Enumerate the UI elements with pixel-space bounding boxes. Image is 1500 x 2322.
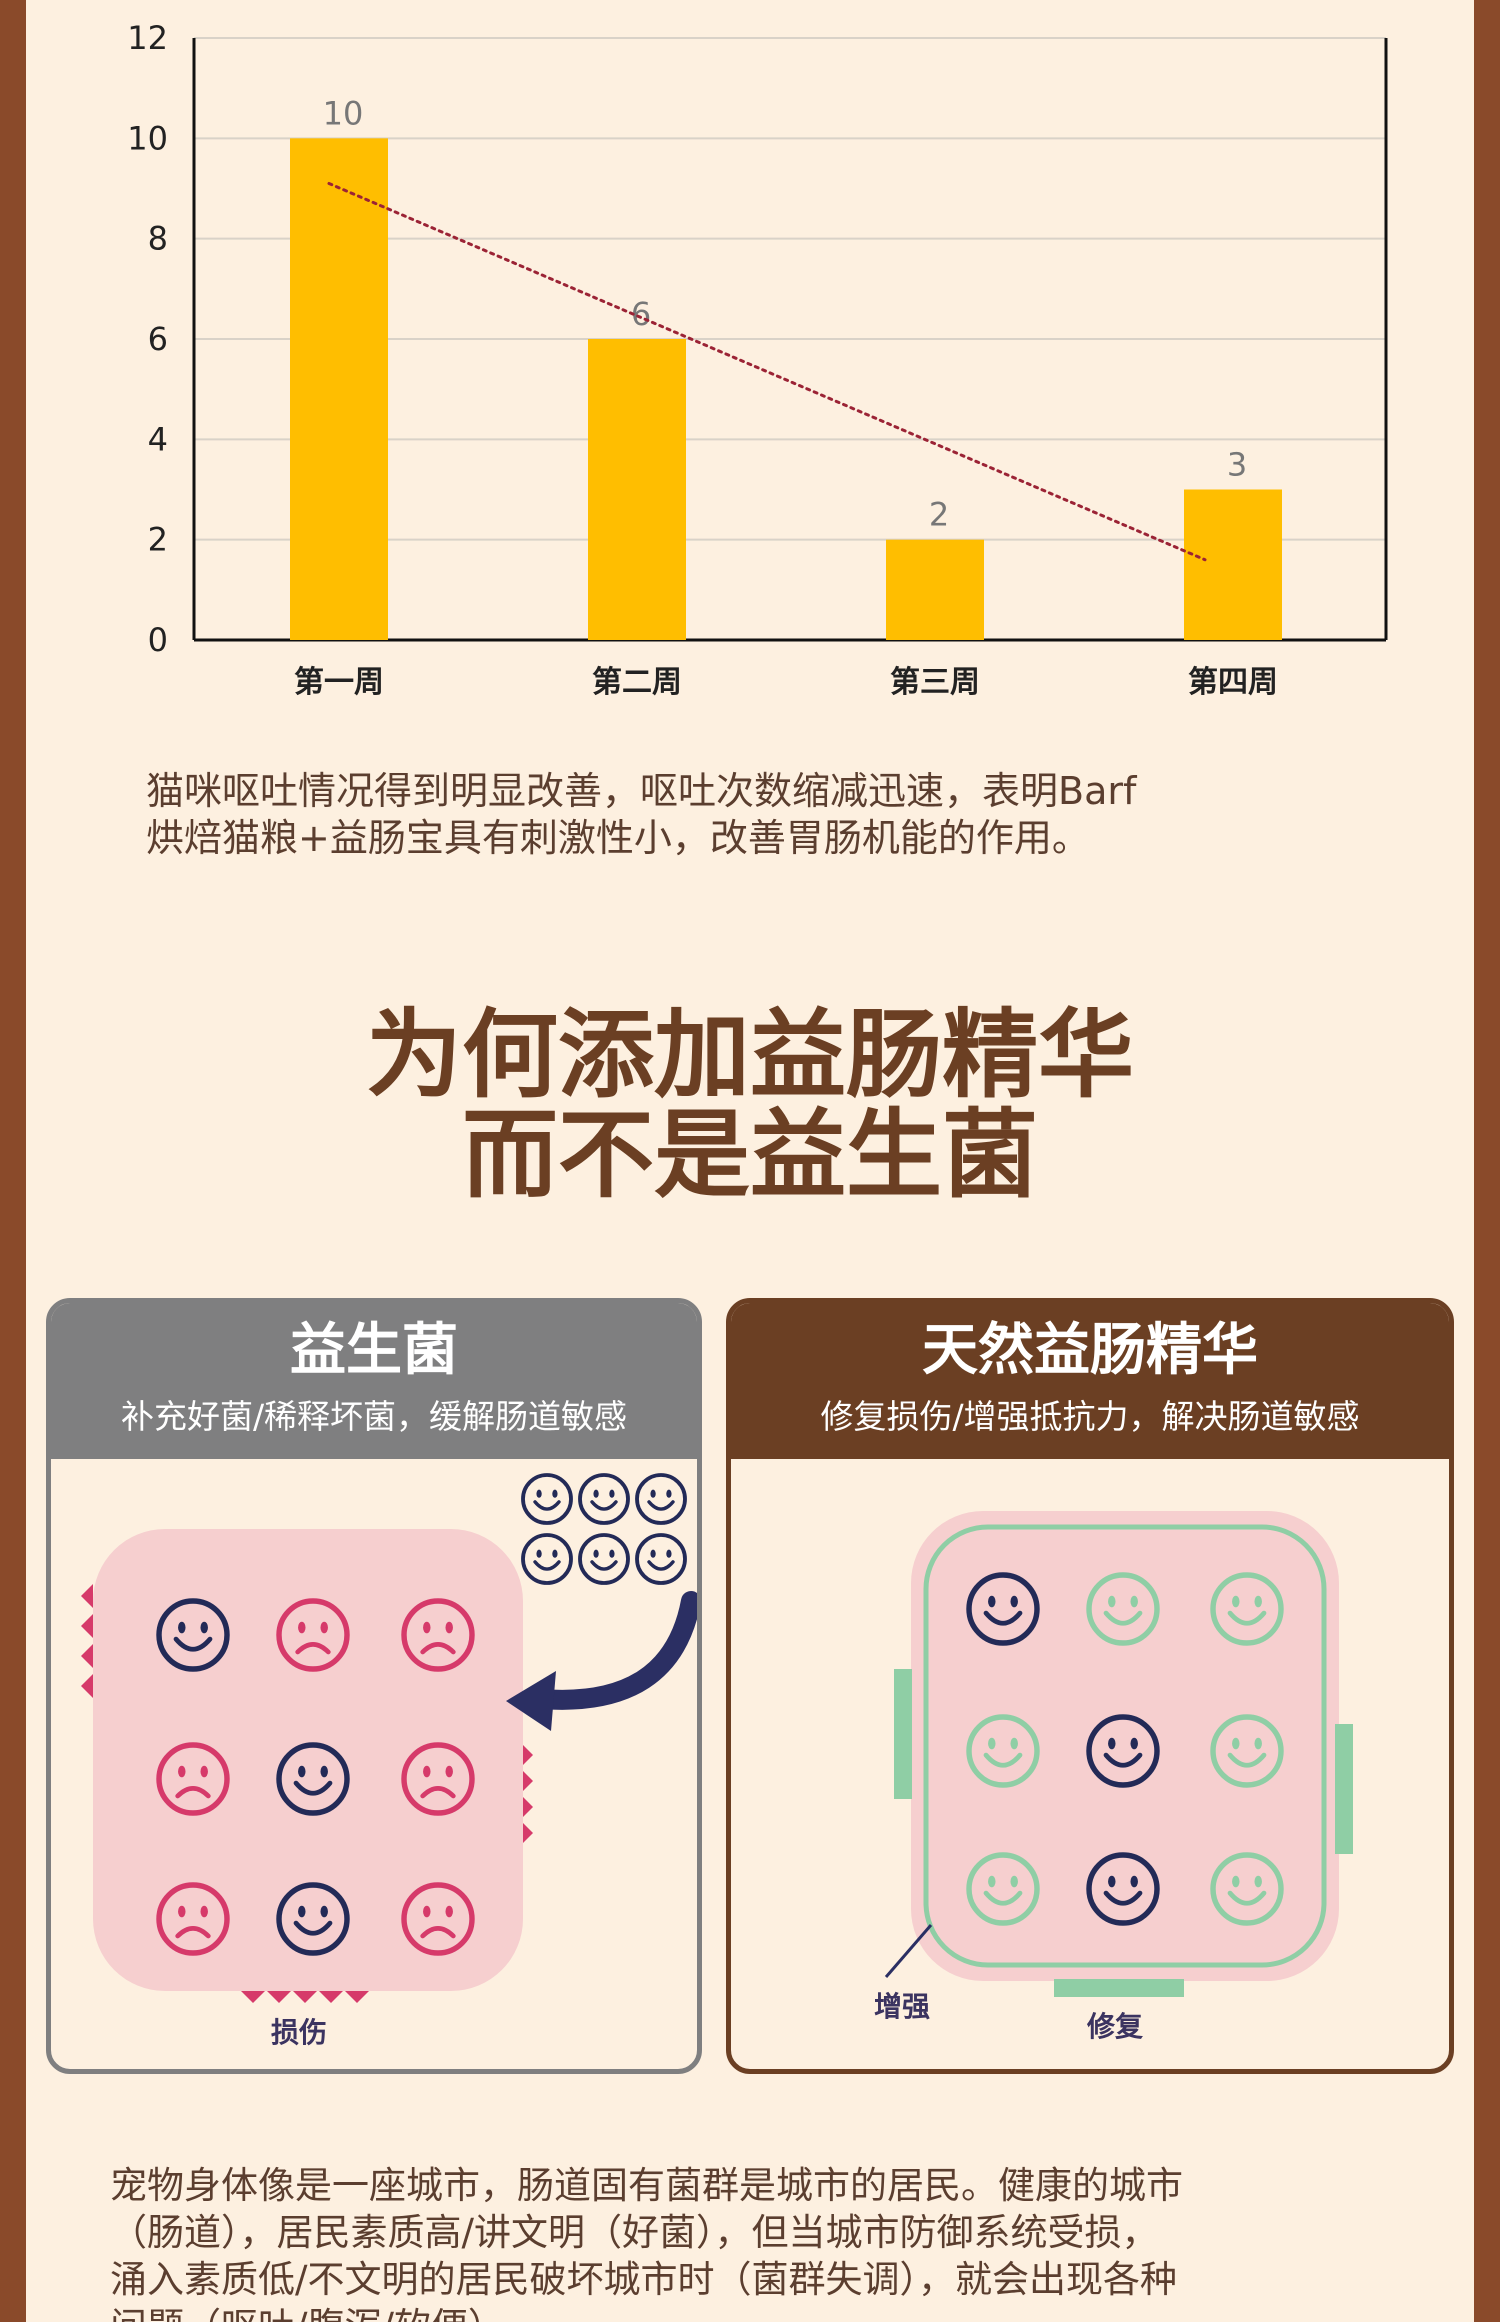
incoming-bacteria-icon xyxy=(578,1473,630,1525)
smiley-face-icon xyxy=(156,1598,230,1672)
caption-line-1: 猫咪呕吐情况得到明显改善，呕吐次数缩减迅速，表明Barf xyxy=(146,769,1137,813)
intestine-block xyxy=(911,1511,1339,1981)
data-label: 6 xyxy=(631,295,651,333)
footer-paragraph: 宠物身体像是一座城市，肠道固有菌群是城市的居民。健康的城市 （肠道），居民素质高… xyxy=(110,2162,1410,2322)
smiley-face-icon xyxy=(1086,1714,1160,1788)
damage-spike xyxy=(523,1823,533,1843)
repair-patch xyxy=(1054,1979,1184,1997)
sad-face-icon xyxy=(401,1882,475,1956)
probiotics-panel: 益生菌 补充好菌/稀释坏菌，缓解肠道敏感 损伤 xyxy=(46,1298,702,2074)
probiotics-illustration xyxy=(81,1473,697,2003)
bar-chart: 0 2 4 6 8 10 12 10 第一周 6 第二周 2 第三周 3 第四周 xyxy=(127,19,1388,700)
smiley-face-icon xyxy=(1210,1714,1284,1788)
repair-label: 修复 xyxy=(1087,2010,1144,2043)
section-heading-line-1: 为何添加益肠精华 xyxy=(366,999,1134,1111)
smiley-face-icon xyxy=(966,1572,1040,1646)
footer-line-1: 宠物身体像是一座城市，肠道固有菌群是城市的居民。健康的城市 xyxy=(110,2164,1183,2207)
sad-face-icon xyxy=(276,1598,350,1672)
x-tick-label: 第二周 xyxy=(592,665,682,700)
arrow-head-icon xyxy=(506,1671,556,1731)
damage-spike xyxy=(523,1771,533,1791)
probiotics-title: 益生菌 xyxy=(290,1318,458,1383)
natural-essence-subtitle: 修复损伤/增强抵抗力，解决肠道敏感 xyxy=(820,1397,1360,1436)
intestine-block xyxy=(93,1529,523,1991)
damage-label: 损伤 xyxy=(271,2016,328,2049)
repair-patch xyxy=(1335,1724,1353,1854)
damage-spike xyxy=(523,1797,533,1817)
incoming-bacteria-icon xyxy=(521,1533,573,1585)
y-tick-label: 4 xyxy=(148,420,168,458)
y-tick-label: 8 xyxy=(148,220,168,258)
y-tick-label: 2 xyxy=(148,521,168,559)
trendline xyxy=(327,181,1207,562)
data-label: 3 xyxy=(1227,446,1247,484)
enhance-pointer xyxy=(884,1924,933,1978)
incoming-bacteria-icon xyxy=(521,1473,573,1525)
natural-essence-title: 天然益肠精华 xyxy=(922,1318,1258,1383)
smiley-face-icon xyxy=(966,1714,1040,1788)
x-tick-label: 第四周 xyxy=(1188,665,1278,700)
page: 0 2 4 6 8 10 12 10 第一周 6 第二周 2 第三周 3 第四周 猫咪呕吐情况得到明显改善，… xyxy=(26,0,1474,2322)
x-tick-label: 第一周 xyxy=(294,665,384,700)
natural-essence-illustration xyxy=(884,1511,1353,1997)
incoming-bacteria-icon xyxy=(635,1473,687,1525)
bar xyxy=(886,539,984,640)
data-label: 10 xyxy=(323,94,364,132)
data-label: 2 xyxy=(929,496,949,534)
y-tick-label: 0 xyxy=(148,621,168,659)
chart-caption: 猫咪呕吐情况得到明显改善，呕吐次数缩减迅速，表明Barf 烘焙猫粮+益肠宝具有刺… xyxy=(146,768,1136,862)
smiley-face-icon xyxy=(1210,1572,1284,1646)
damage-spike xyxy=(81,1614,93,1638)
smiley-face-icon xyxy=(1086,1852,1160,1926)
sad-face-icon xyxy=(156,1882,230,1956)
footer-line-4: 问题（呕吐/腹泻/软便） xyxy=(110,2303,1410,2322)
protective-barrier xyxy=(923,1524,1327,1968)
smiley-face-icon xyxy=(276,1882,350,1956)
footer-line-3: 涌入素质低/不文明的居民破坏城市时（菌群失调），就会出现各种 xyxy=(110,2258,1177,2301)
damage-spike xyxy=(345,1991,369,2003)
damage-spike xyxy=(81,1584,93,1608)
damage-spike xyxy=(241,1991,265,2003)
enhance-label: 增强 xyxy=(874,1990,931,2023)
natural-essence-panel-header: 天然益肠精华 修复损伤/增强抵抗力，解决肠道敏感 xyxy=(731,1303,1449,1459)
y-tick-label: 6 xyxy=(148,320,168,358)
smiley-face-icon xyxy=(1086,1572,1160,1646)
sad-face-icon xyxy=(156,1742,230,1816)
sad-face-icon xyxy=(401,1598,475,1672)
incoming-bacteria-icon xyxy=(578,1533,630,1585)
smiley-face-icon xyxy=(276,1742,350,1816)
damage-spike xyxy=(81,1644,93,1668)
smiley-face-icon xyxy=(966,1852,1040,1926)
bar xyxy=(588,339,686,640)
footer-line-2: （肠道），居民素质高/讲文明（好菌），但当城市防御系统受损， xyxy=(110,2211,1159,2254)
damage-spike xyxy=(267,1991,291,2003)
y-tick-label: 12 xyxy=(127,19,168,57)
sad-face-icon xyxy=(401,1742,475,1816)
damage-spike xyxy=(523,1745,533,1765)
caption-line-2: 烘焙猫粮+益肠宝具有刺激性小，改善胃肠机能的作用。 xyxy=(146,816,1090,860)
damage-spike xyxy=(319,1991,343,2003)
incoming-bacteria-icon xyxy=(635,1533,687,1585)
arrow-icon xyxy=(531,1591,697,1710)
probiotics-subtitle: 补充好菌/稀释坏菌，缓解肠道敏感 xyxy=(120,1397,628,1436)
bar xyxy=(1184,489,1282,640)
probiotics-panel-header: 益生菌 补充好菌/稀释坏菌，缓解肠道敏感 xyxy=(51,1303,697,1459)
section-heading-line-2: 而不是益生菌 xyxy=(462,1099,1038,1211)
smiley-face-icon xyxy=(1210,1852,1284,1926)
natural-essence-panel: 天然益肠精华 修复损伤/增强抵抗力，解决肠道敏感 增强 修复 xyxy=(726,1298,1454,2074)
x-tick-label: 第三周 xyxy=(890,665,980,700)
bar xyxy=(290,138,388,641)
y-tick-label: 10 xyxy=(127,119,168,157)
damage-spike xyxy=(81,1674,93,1698)
repair-patch xyxy=(894,1669,912,1799)
damage-spike xyxy=(293,1991,317,2003)
